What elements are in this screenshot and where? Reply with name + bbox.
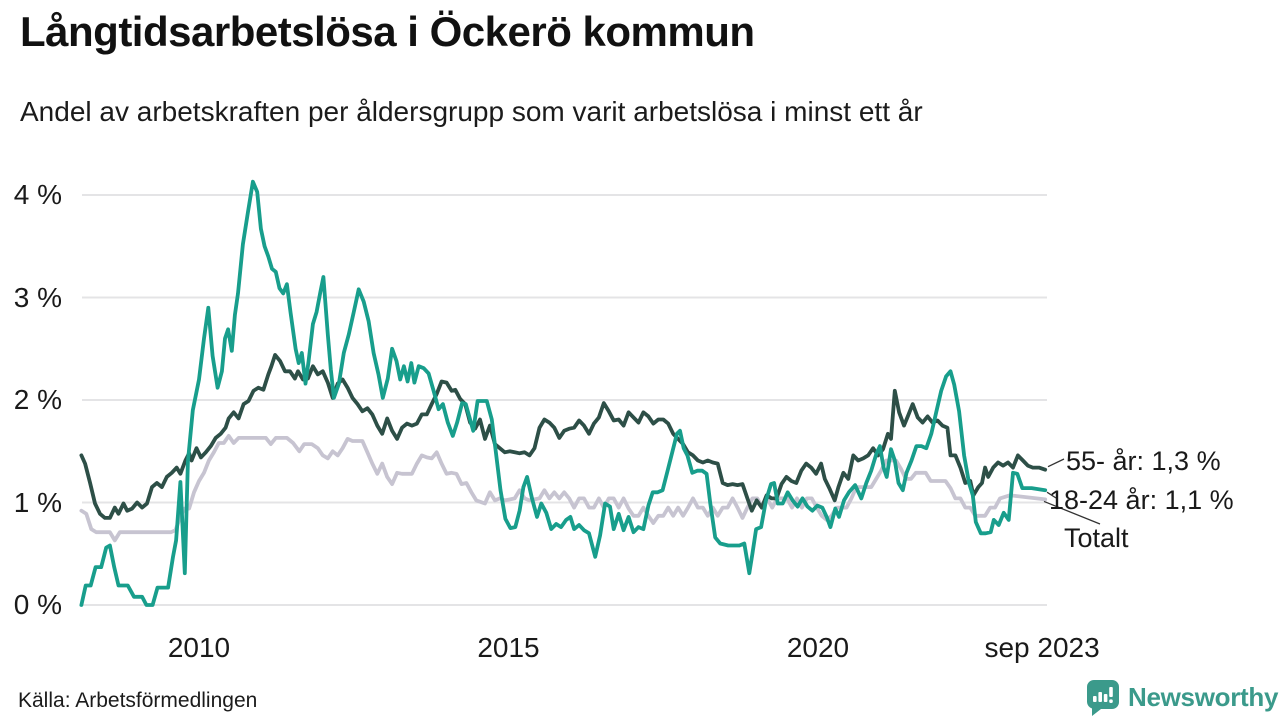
y-tick-label: 1 % — [13, 486, 62, 518]
x-tick-label: sep 2023 — [984, 632, 1100, 663]
y-tick-label: 2 % — [13, 384, 62, 415]
page-title: Långtidsarbetslösa i Öckerö kommun — [20, 8, 755, 55]
x-tick-label: 2015 — [477, 632, 540, 663]
x-tick-label: 2010 — [167, 632, 231, 663]
newsworthy-logo: Newsworthy — [1086, 679, 1278, 716]
series-line-totalt — [79, 433, 1048, 543]
annotation-leader-line — [1046, 491, 1057, 499]
series-end-label-18-24-ar: 18-24 år: 1,1 % — [1049, 485, 1234, 515]
series-line-55-r — [79, 352, 1048, 520]
chart-subtitle: Andel av arbetskraften per åldersgrupp s… — [20, 96, 923, 127]
y-tick-label: 4 % — [13, 179, 62, 210]
x-tick-label: 2020 — [786, 632, 850, 663]
newsworthy-wordmark: Newsworthy — [1128, 682, 1279, 712]
annotation-leader-line — [1043, 500, 1101, 525]
annotation-leader-line — [1047, 458, 1065, 468]
source-attribution: Källa: Arbetsförmedlingen — [18, 689, 258, 712]
series-line-18-24-r — [79, 179, 1048, 607]
series-end-label-totalt: Totalt — [1064, 523, 1129, 553]
newsworthy-bubble-chart-icon — [1087, 680, 1119, 716]
series-end-label-55-ar: 55- år: 1,3 % — [1066, 446, 1221, 476]
y-tick-label: 3 % — [13, 281, 62, 313]
y-tick-label: 0 % — [13, 589, 62, 620]
